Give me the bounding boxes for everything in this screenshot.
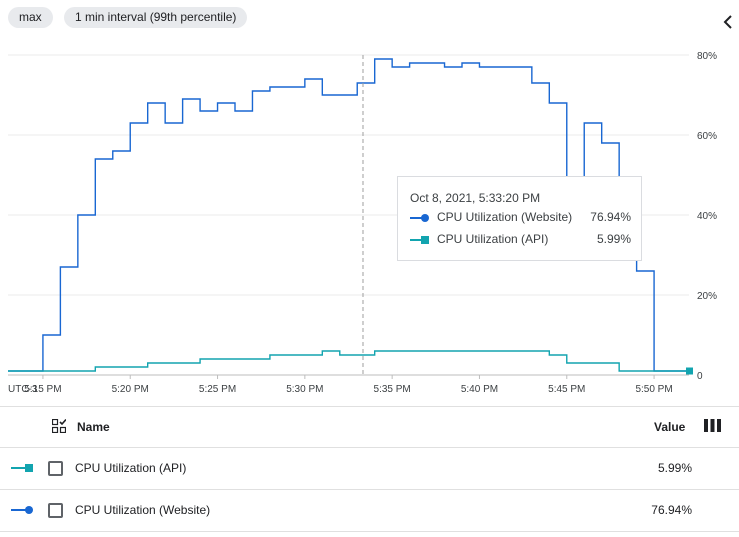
- tooltip-series-name: CPU Utilization (API): [437, 232, 549, 246]
- x-axis: 5:15 PM 5:20 PM 5:25 PM 5:30 PM 5:35 PM 5:40 …: [24, 375, 673, 395]
- series-checkbox[interactable]: [48, 503, 63, 518]
- legend-series-value: 76.94%: [651, 503, 692, 517]
- select-all-icon[interactable]: [52, 419, 66, 433]
- value-column-header[interactable]: Value: [654, 420, 686, 434]
- series-line-1: [8, 350, 689, 372]
- divider: [0, 447, 739, 448]
- timezone-label: UTC-3: [8, 384, 38, 395]
- series-checkbox[interactable]: [48, 461, 63, 476]
- gridlines: [8, 54, 689, 376]
- legend-series-name: CPU Utilization (API): [75, 461, 187, 475]
- chevron-left-icon[interactable]: [721, 14, 735, 30]
- divider: [0, 406, 739, 407]
- series-swatch-square-icon: [11, 464, 33, 472]
- x-tick-label: 5:35 PM: [374, 384, 411, 395]
- tooltip-series-value: 5.99%: [596, 232, 631, 246]
- column-picker-icon[interactable]: [704, 419, 721, 432]
- tooltip-series-name: CPU Utilization (Website): [437, 210, 573, 224]
- x-tick-label: 5:25 PM: [199, 384, 236, 395]
- y-axis: 0 20% 40% 60% 80%: [697, 51, 717, 382]
- tooltip-row-website: CPU Utilization (Website) 76.94%: [410, 210, 631, 226]
- x-tick-label: 5:40 PM: [461, 384, 498, 395]
- tooltip-time: Oct 8, 2021, 5:33:20 PM: [410, 191, 541, 205]
- y-tick-label: 20%: [697, 291, 717, 302]
- x-tick-label: 5:30 PM: [286, 384, 323, 395]
- x-tick-label: 5:20 PM: [112, 384, 149, 395]
- series-swatch-circle-icon: [11, 506, 33, 514]
- y-tick-label: 60%: [697, 131, 717, 142]
- divider: [0, 489, 739, 490]
- tooltip-row-api: CPU Utilization (API) 5.99%: [410, 232, 631, 248]
- legend-row-website[interactable]: CPU Utilization (Website) 76.94%: [0, 489, 739, 531]
- y-tick-label: 80%: [697, 51, 717, 62]
- legend-series-value: 5.99%: [657, 461, 692, 475]
- legend-series-name: CPU Utilization (Website): [75, 503, 211, 517]
- x-tick-label: 5:50 PM: [635, 384, 672, 395]
- series-end-marker: [686, 367, 693, 375]
- x-tick-label: 5:15 PM: [24, 384, 61, 395]
- name-column-header[interactable]: Name: [77, 420, 110, 434]
- series-swatch-square-icon: [410, 236, 429, 244]
- y-tick-label: 40%: [697, 211, 717, 222]
- tooltip-series-value: 76.94%: [590, 210, 631, 224]
- series-swatch-circle-icon: [410, 214, 429, 222]
- hover-tooltip: Oct 8, 2021, 5:33:20 PM CPU Utilization …: [397, 176, 642, 261]
- x-tick-label: 5:45 PM: [548, 384, 585, 395]
- aggregation-chip[interactable]: max: [8, 7, 53, 28]
- series-end-markers: [686, 367, 693, 375]
- y-tick-label: 0: [697, 371, 703, 382]
- divider: [0, 531, 739, 532]
- interval-chip[interactable]: 1 min interval (99th percentile): [64, 7, 248, 28]
- legend-row-api[interactable]: CPU Utilization (API) 5.99%: [0, 447, 739, 489]
